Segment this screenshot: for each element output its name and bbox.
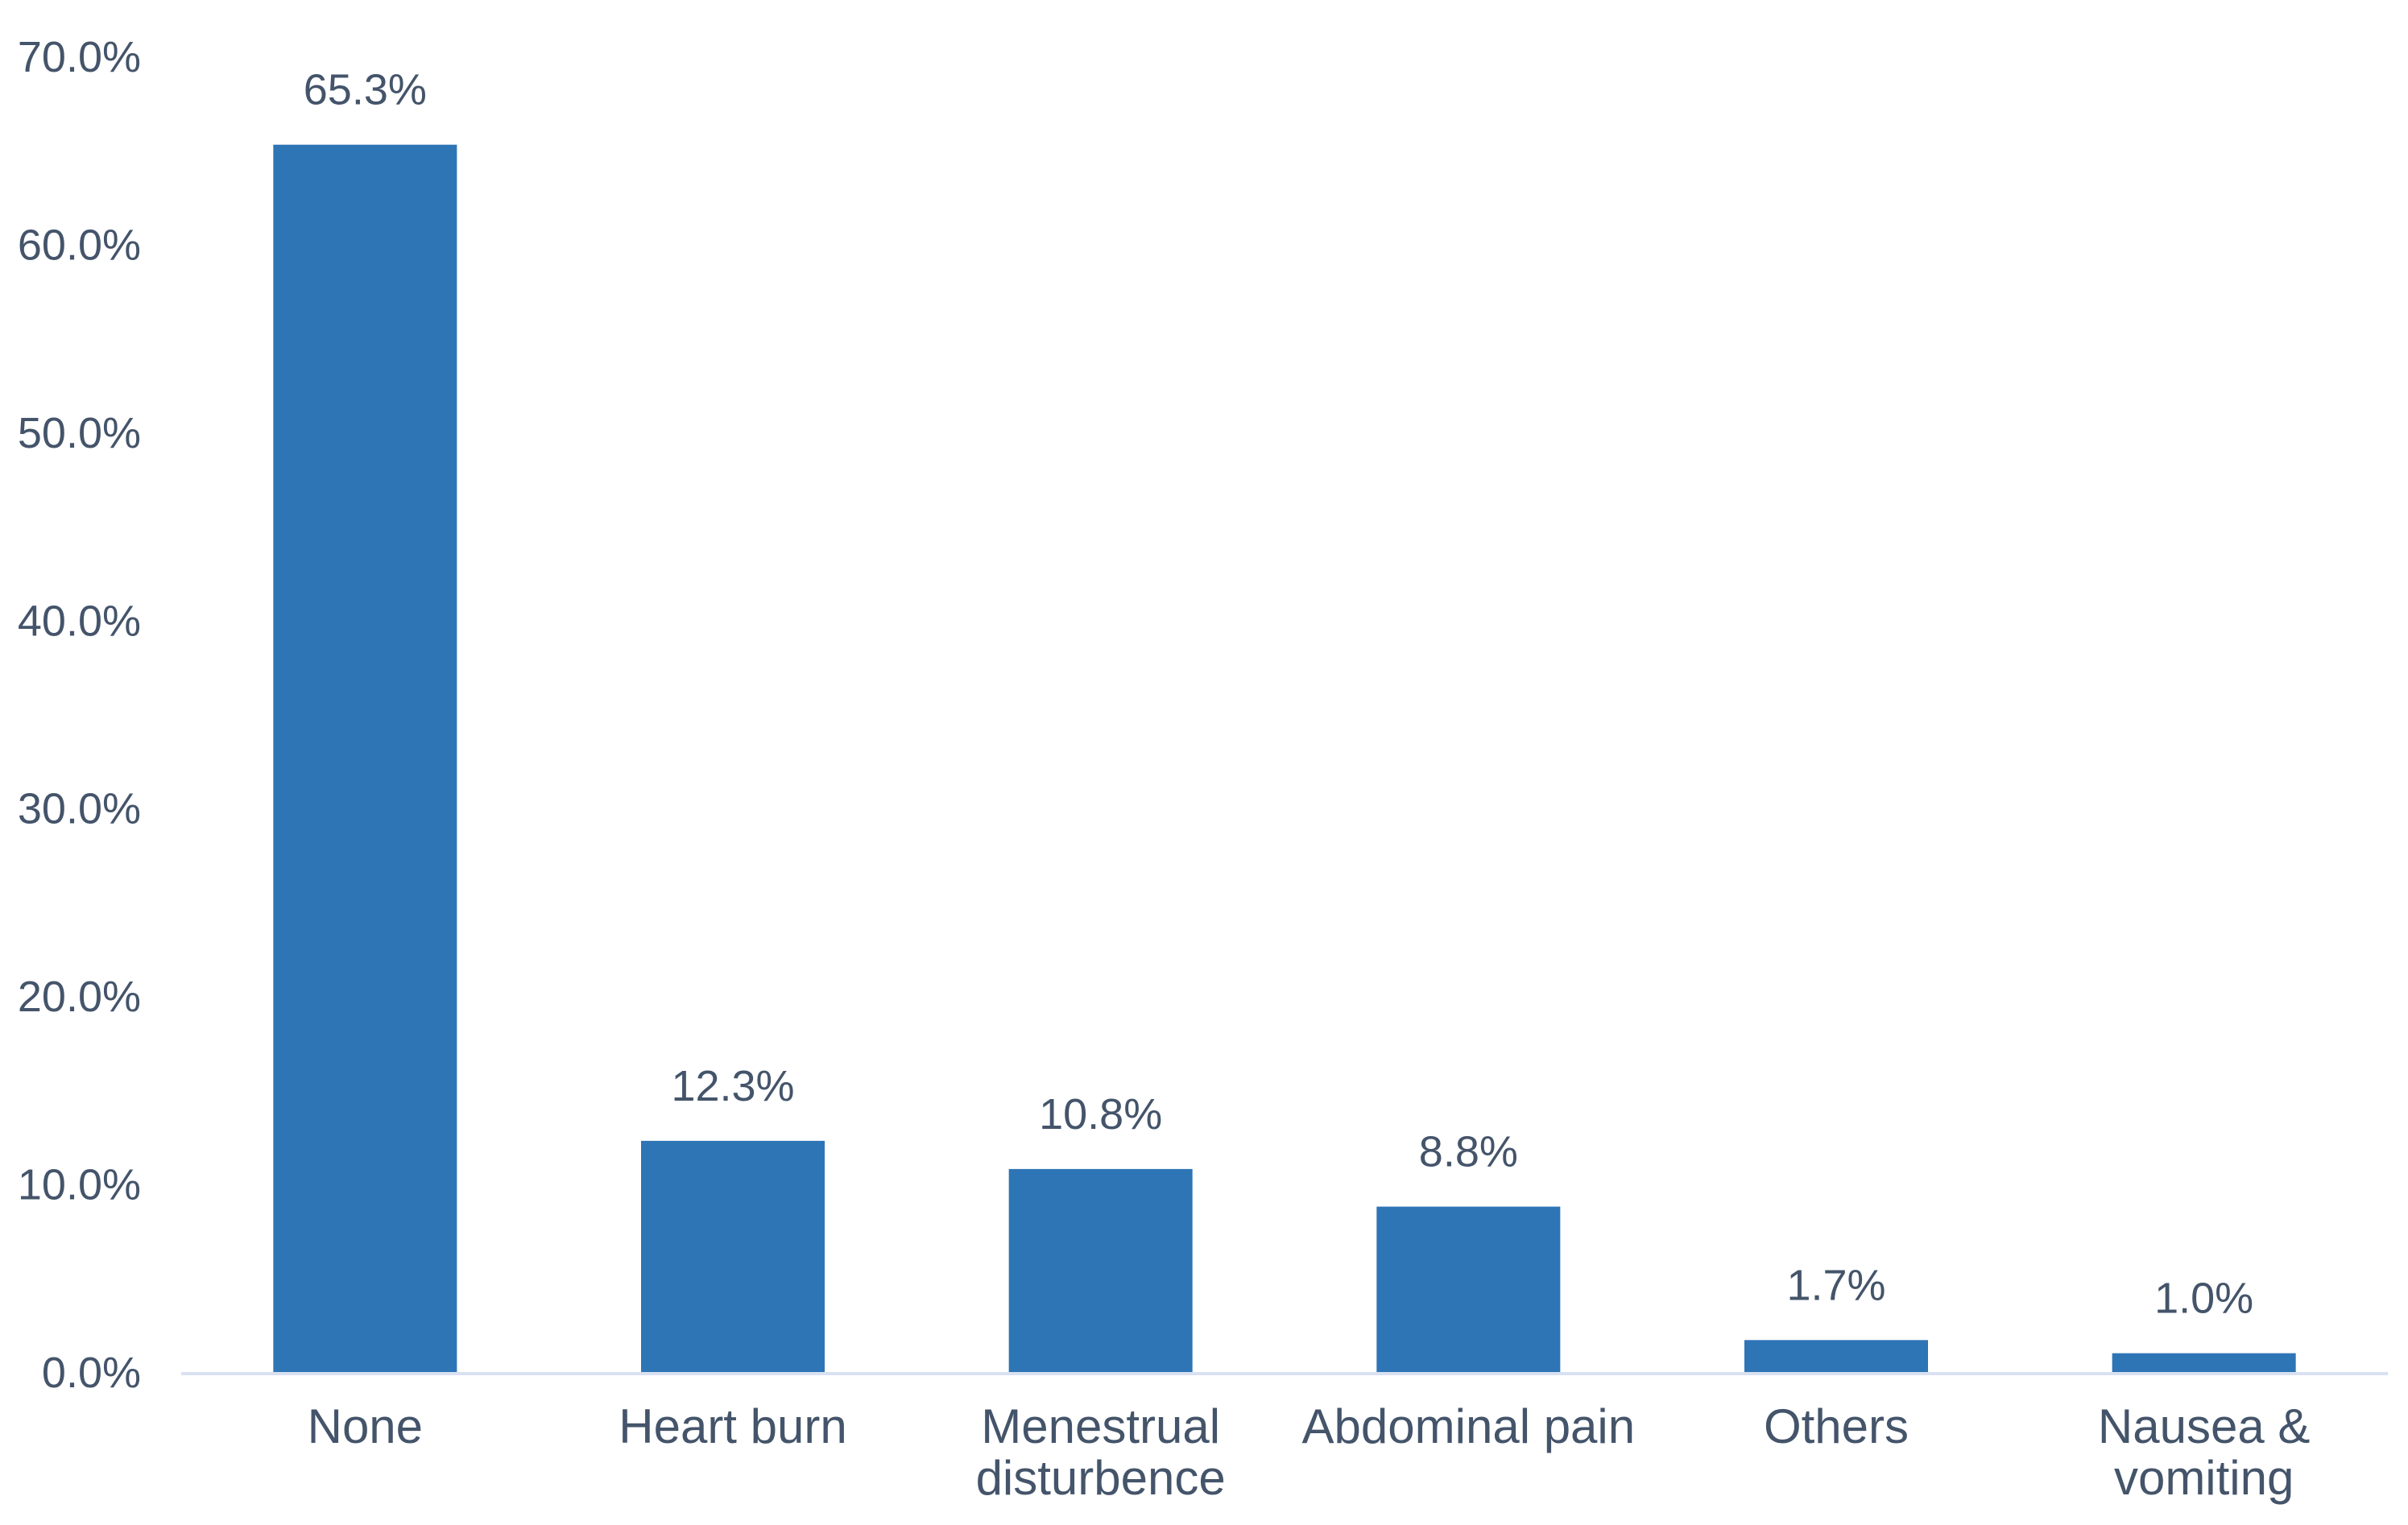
data-label: 65.3%: [304, 66, 427, 114]
data-label: 1.0%: [2154, 1275, 2253, 1323]
data-label: 8.8%: [1419, 1128, 1518, 1176]
bar: [273, 144, 457, 1372]
category-label: Menestrual: [981, 1399, 1220, 1453]
y-tick-label: 10.0%: [18, 1161, 141, 1209]
category-label: Heart burn: [619, 1399, 846, 1453]
bar: [2112, 1353, 2296, 1372]
category-label: Nausea &: [2098, 1399, 2311, 1453]
bars: [273, 144, 2296, 1372]
y-tick-label: 30.0%: [18, 785, 141, 833]
y-axis-ticks: 0.0% 10.0% 20.0% 30.0% 40.0% 50.0% 60.0% 70.0%: [18, 33, 141, 1397]
bar: [641, 1140, 825, 1372]
data-label: 1.7%: [1786, 1261, 1885, 1309]
y-tick-label: 0.0%: [42, 1349, 141, 1397]
data-label: 10.8%: [1039, 1090, 1162, 1139]
data-labels: 65.3% 12.3% 10.8% 8.8% 1.7% 1.0%: [304, 66, 2253, 1323]
y-tick-label: 70.0%: [18, 33, 141, 81]
category-label: Others: [1764, 1399, 1909, 1453]
category-label: vomiting: [2114, 1451, 2294, 1505]
y-tick-label: 40.0%: [18, 597, 141, 645]
category-label: None: [308, 1399, 423, 1453]
bar: [1376, 1206, 1561, 1372]
bar: [1744, 1340, 1928, 1372]
data-label: 12.3%: [671, 1062, 794, 1110]
category-label: disturbence: [976, 1451, 1226, 1505]
y-tick-label: 50.0%: [18, 409, 141, 457]
y-tick-label: 20.0%: [18, 973, 141, 1021]
y-tick-label: 60.0%: [18, 221, 141, 269]
category-label: Abdominal pain: [1302, 1399, 1636, 1453]
bar: [1008, 1168, 1193, 1372]
